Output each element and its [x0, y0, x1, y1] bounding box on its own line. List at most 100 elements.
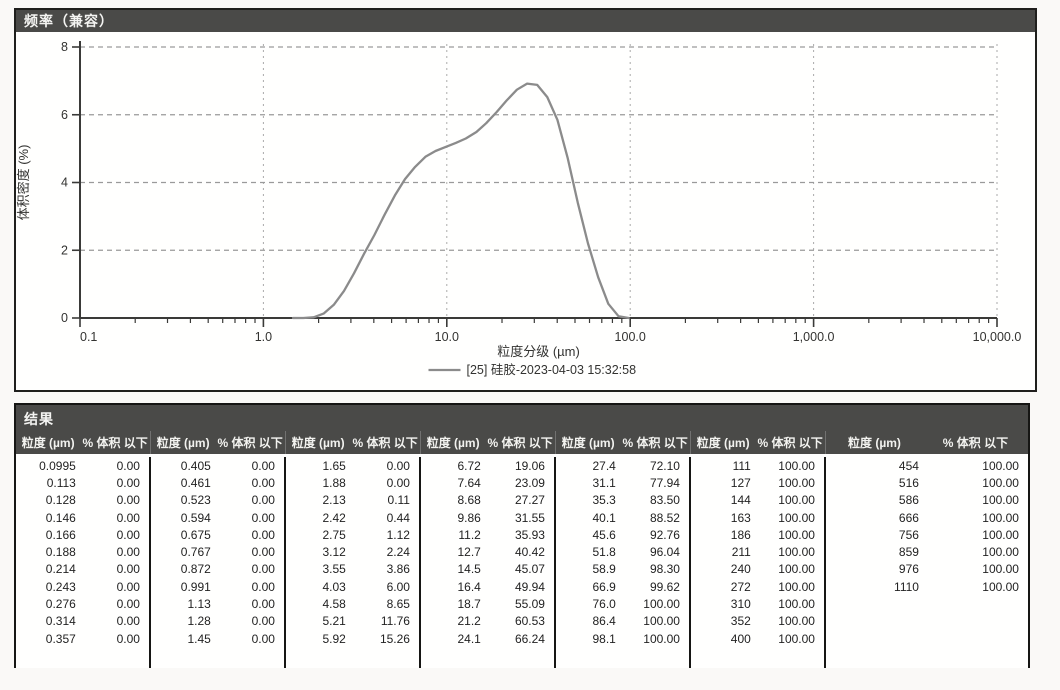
table-row: 0.0995 0.00	[16, 457, 149, 474]
size-value: 211	[731, 545, 751, 560]
results-table-body: 0.0995 0.00 0.113 0.00 0.128 0.00 0.146 0.00 0.1…	[16, 454, 1028, 668]
column-group-header: 粒度 (µm) % 体积 以下	[16, 431, 151, 454]
table-row: 0.767 0.00	[151, 543, 284, 560]
result-column-group: 0.405 0.00 0.461 0.00 0.523 0.00 0.594 0.00 0.67…	[151, 457, 286, 668]
size-value: 86.4	[592, 614, 616, 629]
cumulative-volume-value: 0.00	[116, 631, 140, 646]
size-value: 0.767	[180, 545, 211, 560]
frequency-distribution-chart: 0 2 4 6 8 0.1 1.0 10.0 100.0 1,000.0 10,000.0 粒度分级 …	[16, 40, 1022, 377]
table-row: 666 100.00	[826, 509, 1028, 526]
column-group-header: 粒度 (µm) % 体积 以下	[151, 431, 286, 454]
cumulative-volume-value: 15.26	[379, 631, 410, 646]
result-column-group: 1.65 0.00 1.88 0.00 2.13 0.11 2.42 0.44 2.75 1.12…	[286, 457, 421, 668]
x-tick-label: 1,000.0	[793, 330, 835, 344]
size-value: 0.128	[45, 493, 76, 508]
size-value: 454	[898, 458, 919, 473]
table-row: 272 100.00	[691, 578, 824, 595]
table-row: 16.4 49.94	[421, 578, 554, 595]
size-value: 0.523	[180, 493, 211, 508]
cumulative-volume-value: 100.00	[778, 545, 815, 560]
cumulative-volume-value: 100.00	[643, 631, 680, 646]
table-row: 1.65 0.00	[286, 457, 419, 474]
size-value: 0.0995	[39, 458, 76, 473]
y-tick-label: 4	[61, 176, 68, 190]
table-row: 0.146 0.00	[16, 509, 149, 526]
table-row: 0.243 0.00	[16, 578, 149, 595]
table-row: 1.28 0.00	[151, 613, 284, 630]
cumulative-volume-value: 100.00	[778, 527, 815, 542]
table-row: 5.21 11.76	[286, 613, 419, 630]
cumulative-volume-value: 83.50	[649, 493, 680, 508]
cumulative-volume-value: 6.00	[386, 579, 410, 594]
cumulative-volume-value: 0.00	[386, 458, 410, 473]
size-value: 400	[730, 631, 751, 646]
cumulative-volume-value: 0.00	[251, 631, 275, 646]
table-row: 1.13 0.00	[151, 595, 284, 612]
size-value: 12.7	[457, 545, 481, 560]
size-value: 35.3	[592, 493, 616, 508]
size-column-header: 粒度 (µm)	[426, 436, 480, 450]
x-tick-label: 10,000.0	[973, 330, 1022, 344]
cumulative-volume-value: 100.00	[778, 458, 815, 473]
table-row: 976 100.00	[826, 561, 1028, 578]
size-value: 756	[898, 527, 919, 542]
cumulative-volume-value: 23.09	[514, 475, 545, 490]
size-value: 0.214	[45, 562, 76, 577]
cumulative-volume-value: 31.55	[514, 510, 545, 525]
table-row: 27.4 72.10	[556, 457, 689, 474]
y-tick-label: 2	[61, 243, 68, 257]
result-column-group: 111 100.00 127 100.00 144 100.00 163 100.00 186 1…	[691, 457, 826, 668]
size-value: 40.1	[592, 510, 616, 525]
size-value: 9.86	[457, 510, 481, 525]
pct-column-header: % 体积 以下	[942, 436, 1009, 450]
cumulative-volume-value: 100.00	[982, 510, 1019, 525]
table-row: 0.188 0.00	[16, 543, 149, 560]
size-value: 1.13	[187, 597, 211, 612]
pct-column-header: % 体积 以下	[487, 436, 553, 450]
size-value: 1.88	[322, 475, 346, 490]
size-column-header: 粒度 (µm)	[561, 436, 615, 450]
chart-panel-title: 频率（兼容）	[16, 10, 1035, 32]
size-value: 27.4	[592, 458, 616, 473]
table-row: 40.1 88.52	[556, 509, 689, 526]
table-row: 6.72 19.06	[421, 457, 554, 474]
table-row: 86.4 100.00	[556, 613, 689, 630]
table-row: 2.75 1.12	[286, 526, 419, 543]
table-row: 0.276 0.00	[16, 595, 149, 612]
table-row: 859 100.00	[826, 543, 1028, 560]
pct-column-header: % 体积 以下	[217, 436, 283, 450]
table-row: 98.1 100.00	[556, 630, 689, 647]
table-row: 66.9 99.62	[556, 578, 689, 595]
cumulative-volume-value: 0.00	[116, 458, 140, 473]
table-row: 2.42 0.44	[286, 509, 419, 526]
x-tick-label: 100.0	[615, 330, 646, 344]
table-row: 0.675 0.00	[151, 526, 284, 543]
table-row: 0.461 0.00	[151, 474, 284, 491]
table-row: 516 100.00	[826, 474, 1028, 491]
cumulative-volume-value: 99.62	[649, 579, 680, 594]
size-value: 58.9	[592, 562, 616, 577]
size-value: 18.7	[457, 597, 481, 612]
cumulative-volume-value: 2.24	[386, 545, 410, 560]
cumulative-volume-value: 0.11	[387, 493, 410, 508]
results-title: 结果	[16, 405, 1028, 431]
size-value: 0.113	[46, 475, 76, 490]
cumulative-volume-value: 19.06	[514, 458, 545, 473]
size-value: 2.75	[322, 527, 346, 542]
table-row: 11.2 35.93	[421, 526, 554, 543]
cumulative-volume-value: 55.09	[514, 597, 545, 612]
table-row: 454 100.00	[826, 457, 1028, 474]
table-row: 51.8 96.04	[556, 543, 689, 560]
table-row: 310 100.00	[691, 595, 824, 612]
size-value: 4.58	[322, 597, 346, 612]
table-row: 8.68 27.27	[421, 492, 554, 509]
size-value: 51.8	[592, 545, 616, 560]
table-row: 0.314 0.00	[16, 613, 149, 630]
table-row: 3.55 3.86	[286, 561, 419, 578]
x-tick-label: 1.0	[255, 330, 272, 344]
size-value: 24.1	[457, 631, 481, 646]
cumulative-volume-value: 100.00	[778, 510, 815, 525]
x-tick-label: 0.1	[80, 330, 97, 344]
table-row: 1.88 0.00	[286, 474, 419, 491]
size-value: 163	[730, 510, 751, 525]
